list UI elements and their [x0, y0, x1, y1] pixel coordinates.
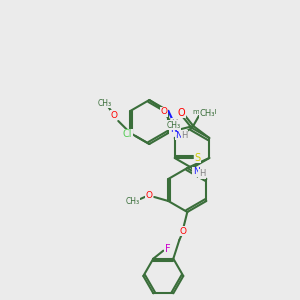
- Text: N: N: [193, 167, 200, 176]
- Text: H: H: [199, 169, 205, 178]
- Text: N: N: [170, 125, 177, 134]
- Text: Cl: Cl: [123, 129, 132, 139]
- Text: H: H: [182, 130, 188, 140]
- Text: H: H: [171, 118, 178, 127]
- Text: S: S: [195, 153, 201, 163]
- Text: methyl: methyl: [193, 109, 217, 115]
- Text: CH₃: CH₃: [97, 98, 111, 107]
- Text: CH₃: CH₃: [125, 196, 139, 206]
- Text: CH₃: CH₃: [199, 109, 215, 118]
- Text: O: O: [161, 107, 168, 116]
- Text: F: F: [164, 244, 170, 254]
- Text: O: O: [146, 190, 153, 200]
- Text: O: O: [180, 226, 187, 236]
- Text: O: O: [111, 110, 118, 119]
- Text: CH₃: CH₃: [166, 121, 180, 130]
- Text: O: O: [178, 108, 185, 118]
- Text: N: N: [175, 130, 182, 140]
